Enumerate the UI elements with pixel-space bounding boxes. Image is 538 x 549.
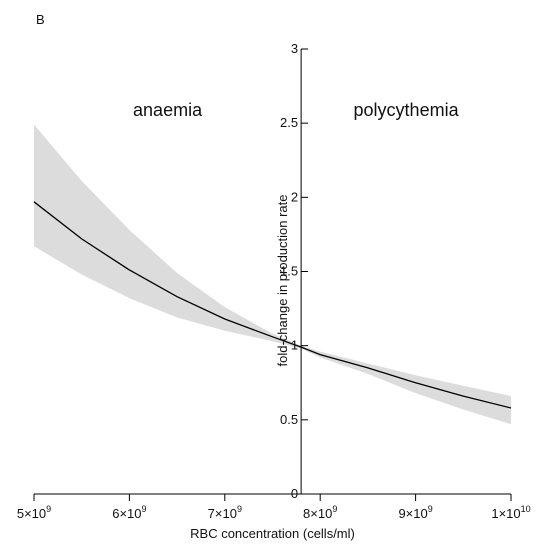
annotation-polycythemia: polycythemia (354, 100, 460, 120)
confidence-band-layer (34, 124, 511, 425)
x-tick-label: 5×109 (17, 504, 51, 521)
confidence-band (34, 124, 511, 425)
annotation-anaemia: anaemia (133, 100, 203, 120)
x-tick-label: 6×109 (112, 504, 146, 521)
y-tick-label: 1 (291, 338, 298, 353)
axes-layer (33, 48, 512, 501)
y-tick-label: 1.5 (280, 264, 298, 279)
x-tick-label: 7×109 (208, 504, 242, 521)
y-tick-label: 0 (291, 486, 298, 501)
x-tick-label: 1×1010 (491, 504, 530, 521)
x-tick-label: 9×109 (398, 504, 432, 521)
x-axis-title: RBC concentration (cells/ml) (190, 526, 355, 541)
y-tick-label: 2 (291, 189, 298, 204)
panel-label: B (36, 12, 45, 27)
y-tick-label: 0.5 (280, 412, 298, 427)
label-layer: 5×109 6×109 7×109 8×109 9×109 1×1010 0 0.5 1 1.5 2… (17, 41, 531, 541)
y-tick-label: 3 (291, 41, 298, 56)
series-line-mean (33, 201, 512, 409)
x-tick-label: 8×109 (303, 504, 337, 521)
series-layer (33, 201, 512, 409)
y-axis-title: fold-change in production rate (275, 194, 290, 366)
y-tick-label: 2.5 (280, 115, 298, 130)
